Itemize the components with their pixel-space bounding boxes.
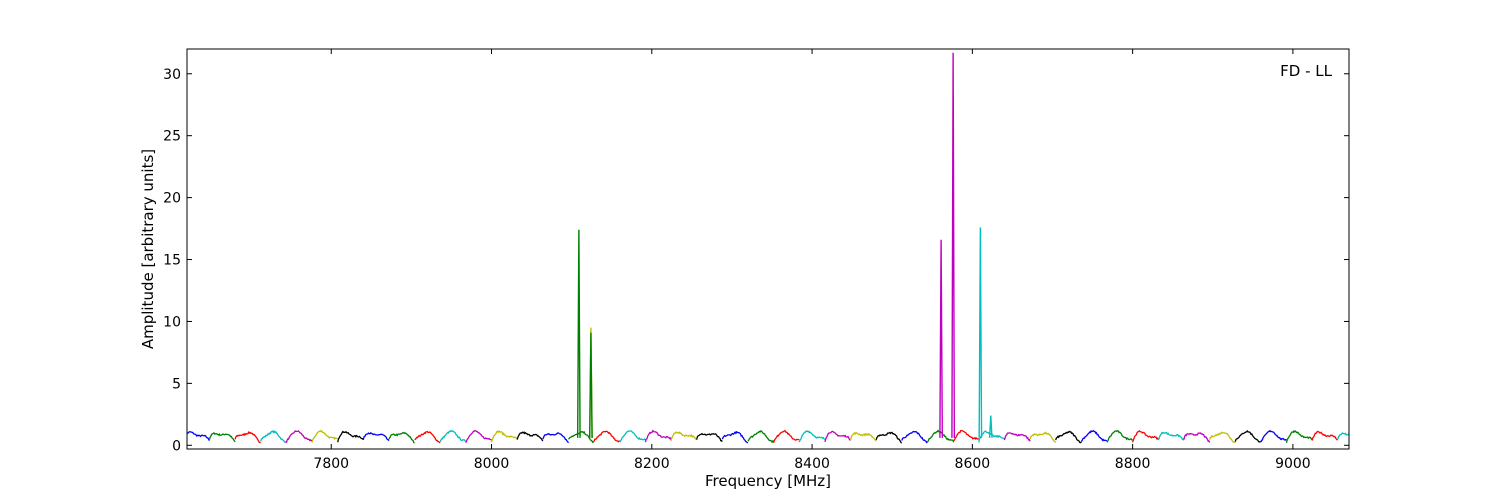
spike-line bbox=[988, 415, 993, 438]
x-tick-label: 8400 bbox=[794, 456, 830, 472]
chart-annotation: FD - LL bbox=[1280, 62, 1332, 80]
x-tick-label: 8000 bbox=[474, 456, 510, 472]
spike-line bbox=[939, 239, 943, 438]
band-series-line bbox=[875, 431, 902, 444]
band-series-line bbox=[1029, 431, 1057, 443]
band-series-line bbox=[1131, 430, 1159, 443]
band-series-line bbox=[414, 430, 441, 444]
band-series-line bbox=[542, 432, 570, 444]
band-series-line bbox=[285, 430, 313, 443]
band-series-line bbox=[1080, 429, 1108, 443]
band-series-line bbox=[1260, 429, 1287, 443]
band-series-line bbox=[721, 430, 749, 444]
x-tick-label: 8600 bbox=[955, 456, 991, 472]
band-series-line bbox=[619, 430, 646, 443]
y-tick-label: 20 bbox=[163, 191, 181, 207]
band-series-line bbox=[311, 429, 338, 443]
spike-line bbox=[588, 332, 593, 438]
y-axis-label: Amplitude [arbitrary units] bbox=[139, 149, 157, 349]
axes-frame bbox=[186, 48, 1350, 450]
band-series-line bbox=[362, 432, 390, 442]
x-tick-label: 8200 bbox=[634, 456, 670, 472]
band-series-line bbox=[593, 430, 620, 443]
x-tick-label: 7800 bbox=[313, 456, 349, 472]
y-tick-label: 10 bbox=[163, 314, 181, 330]
y-tick-label: 15 bbox=[163, 253, 181, 269]
spike-line bbox=[951, 52, 956, 438]
band-series-line bbox=[234, 430, 261, 444]
band-series-line bbox=[824, 430, 851, 443]
band-series-line bbox=[187, 431, 210, 442]
y-axis-ticks: 0 5 10 15 20 25 30 bbox=[163, 67, 1349, 454]
band-series-line bbox=[747, 430, 775, 444]
band-series-line bbox=[260, 429, 287, 444]
y-tick-label: 30 bbox=[163, 67, 181, 83]
band-series-line bbox=[1106, 429, 1133, 443]
band-series-line bbox=[1055, 430, 1082, 444]
y-tick-label: 25 bbox=[163, 129, 181, 145]
x-tick-label: 8800 bbox=[1115, 456, 1151, 472]
band-series-line bbox=[901, 430, 928, 444]
band-series-line bbox=[1157, 431, 1185, 441]
band-series-line bbox=[696, 432, 723, 442]
band-series-line bbox=[1234, 430, 1261, 443]
band-series-line bbox=[798, 430, 826, 443]
y-tick-label: 0 bbox=[172, 438, 181, 454]
band-series-line bbox=[1311, 430, 1339, 441]
band-series-line bbox=[772, 429, 800, 443]
band-series-line bbox=[644, 429, 672, 443]
y-tick-label: 5 bbox=[172, 376, 181, 392]
x-axis-ticks: 7800 8000 8200 8400 8600 8800 9000 bbox=[313, 49, 1311, 472]
band-series-line bbox=[490, 430, 518, 443]
band-series-line bbox=[439, 429, 466, 443]
band-series-line bbox=[516, 431, 544, 442]
band-series-line bbox=[670, 431, 698, 442]
band-series-line bbox=[1337, 432, 1349, 440]
band-series-line bbox=[337, 430, 364, 443]
x-tick-label: 9000 bbox=[1275, 456, 1311, 472]
band-series-line bbox=[952, 429, 980, 443]
band-series-line bbox=[388, 431, 415, 444]
plot-area bbox=[187, 52, 1349, 444]
band-series-line bbox=[465, 429, 492, 444]
band-series-line bbox=[1003, 432, 1031, 442]
x-axis-label: Frequency [MHz] bbox=[705, 472, 831, 490]
band-series-line bbox=[1285, 429, 1313, 443]
spike-line bbox=[576, 229, 581, 438]
spike-line bbox=[978, 227, 983, 438]
band-series-line bbox=[1183, 432, 1211, 443]
band-series-line bbox=[208, 431, 236, 443]
band-series-line bbox=[568, 430, 595, 444]
band-series-line bbox=[1208, 431, 1236, 444]
band-series-line bbox=[849, 431, 877, 442]
